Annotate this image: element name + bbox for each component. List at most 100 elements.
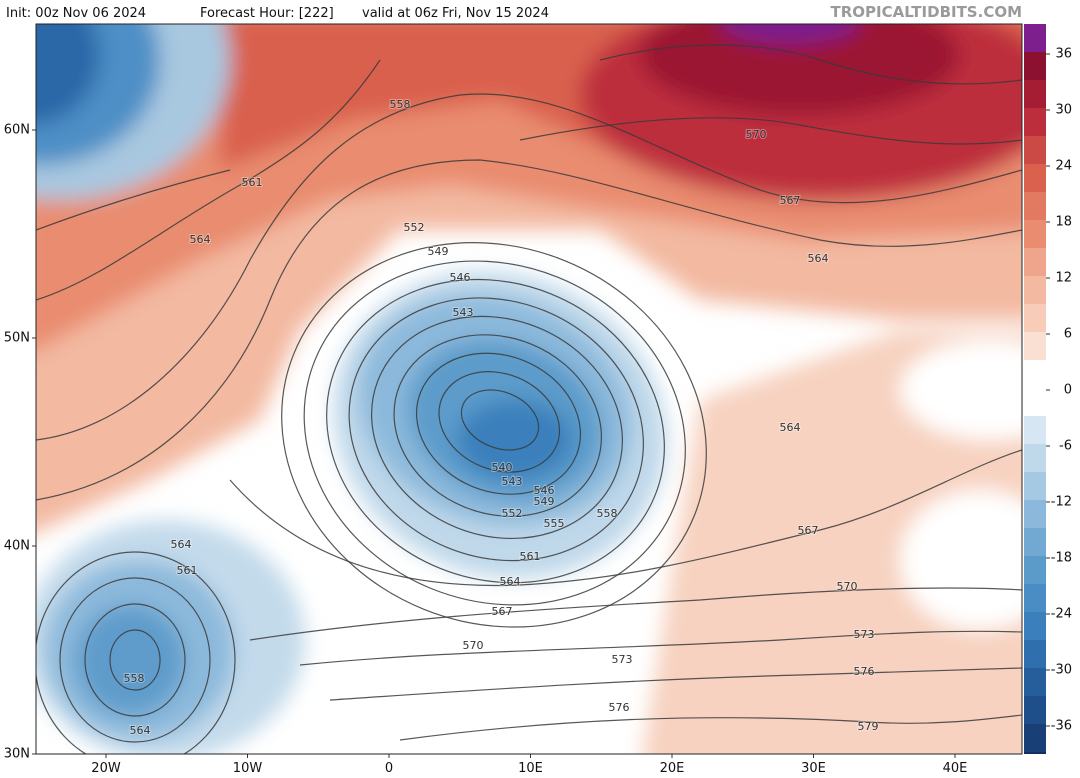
contour-label: 564	[500, 575, 521, 588]
colorbar-label: 24	[1055, 159, 1072, 174]
colorbar-label: -30	[1051, 663, 1072, 678]
contour-label: 540	[492, 461, 513, 474]
colorbar-band	[1024, 248, 1046, 276]
colorbar-band	[1024, 696, 1046, 724]
lon-label: 40E	[943, 761, 968, 776]
contour-label: 561	[242, 176, 263, 189]
colorbar-band	[1024, 164, 1046, 192]
lat-label: 30N	[4, 747, 30, 762]
colorbar-band	[1024, 24, 1046, 52]
contour-line	[438, 371, 561, 473]
colorbar-band	[1024, 724, 1046, 752]
contour-label: 543	[502, 475, 523, 488]
colorbar: 36 30 24 18 12 6 0 -6 -12 -18 -24 -30 -36	[1024, 24, 1072, 754]
contour-label: 561	[177, 564, 198, 577]
contour-label: 567	[780, 194, 801, 207]
lon-label: 0	[385, 761, 393, 776]
contour-line	[36, 551, 236, 754]
contour-line	[36, 59, 381, 301]
colorbar-label: 0	[1064, 383, 1072, 398]
site-watermark: TROPICALTIDBITS.COM	[831, 3, 1023, 21]
contour-label: 570	[837, 580, 858, 593]
contour-label: 561	[520, 550, 541, 563]
colorbar-band	[1024, 136, 1046, 164]
colorbar-band	[1024, 80, 1046, 108]
contour-line	[519, 117, 1022, 145]
contour-label: 564	[808, 252, 829, 265]
colorbar-band	[1024, 528, 1046, 556]
axis-labels: 60N 50N 40N 30N 20W 10W 0 10E 20E 30E 40E	[4, 23, 1023, 776]
contour-line	[415, 352, 582, 495]
colorbar-band	[1024, 388, 1046, 416]
contour-label: 564	[130, 724, 151, 737]
contour-line	[303, 260, 686, 606]
contour-label: 555	[544, 517, 565, 530]
lon-label: 30E	[801, 761, 826, 776]
lat-label: 40N	[4, 539, 30, 554]
contour-label: 558	[124, 672, 145, 685]
contour-line	[281, 242, 707, 628]
contour-label: 570	[463, 639, 484, 652]
contour-label: 558	[597, 507, 618, 520]
contour-line	[36, 169, 231, 231]
contour-label: 576	[854, 665, 875, 678]
lon-label: 20E	[660, 761, 685, 776]
colorbar-band	[1024, 612, 1046, 640]
contour-line	[329, 667, 1022, 701]
contour-label: 552	[404, 221, 425, 234]
colorbar-label: 6	[1064, 327, 1072, 342]
contour-line	[59, 577, 211, 743]
colorbar-label: -24	[1051, 607, 1072, 622]
contour-label: 564	[780, 421, 801, 434]
lon-label: 20W	[91, 761, 121, 776]
contour-label: 549	[428, 245, 449, 258]
lon-label: 10W	[233, 761, 263, 776]
colorbar-band	[1024, 668, 1046, 696]
contour-label: 546	[450, 271, 471, 284]
contour-label: 546	[534, 484, 555, 497]
contour-label: 558	[390, 98, 411, 111]
contour-line	[299, 630, 1022, 666]
contour-line	[84, 603, 186, 717]
forecast-hour-text: Forecast Hour: [222]	[200, 6, 334, 21]
contour-line	[109, 629, 161, 691]
colorbar-label: 18	[1055, 215, 1072, 230]
colorbar-band	[1024, 556, 1046, 584]
map-frame	[35, 23, 1023, 755]
contour-line	[249, 587, 1022, 641]
contour-label: 579	[858, 720, 879, 733]
contour-label: 564	[190, 233, 211, 246]
lat-label: 50N	[4, 331, 30, 346]
height-contours	[36, 44, 1022, 754]
valid-text: valid at 06z Fri, Nov 15 2024	[362, 6, 549, 21]
colorbar-band	[1024, 416, 1046, 444]
lon-label: 10E	[518, 761, 543, 776]
colorbar-label: 36	[1055, 47, 1072, 62]
colorbar-label: 12	[1055, 271, 1072, 286]
colorbar-label: 30	[1055, 103, 1072, 118]
colorbar-band	[1024, 752, 1046, 754]
contour-line	[371, 315, 623, 540]
lat-label: 60N	[4, 123, 30, 138]
contour-line	[36, 159, 1022, 501]
contour-label: 573	[854, 628, 875, 641]
colorbar-band	[1024, 332, 1046, 360]
colorbar-band	[1024, 220, 1046, 248]
colorbar-band	[1024, 192, 1046, 220]
colorbar-band	[1024, 304, 1046, 332]
contour-line	[36, 93, 1022, 441]
init-text: Init: 00z Nov 06 2024	[6, 6, 146, 21]
colorbar-band	[1024, 472, 1046, 500]
colorbar-label: -36	[1051, 719, 1072, 734]
colorbar-band	[1024, 360, 1046, 388]
colorbar-band	[1024, 640, 1046, 668]
contour-label: 552	[502, 507, 523, 520]
colorbar-band	[1024, 108, 1046, 136]
contour-labels: 5585615645525495465435405435465495525555…	[123, 97, 880, 738]
contour-line	[460, 389, 540, 451]
contour-line	[229, 449, 1022, 587]
colorbar-label: -6	[1059, 439, 1072, 454]
colorbar-band	[1024, 584, 1046, 612]
